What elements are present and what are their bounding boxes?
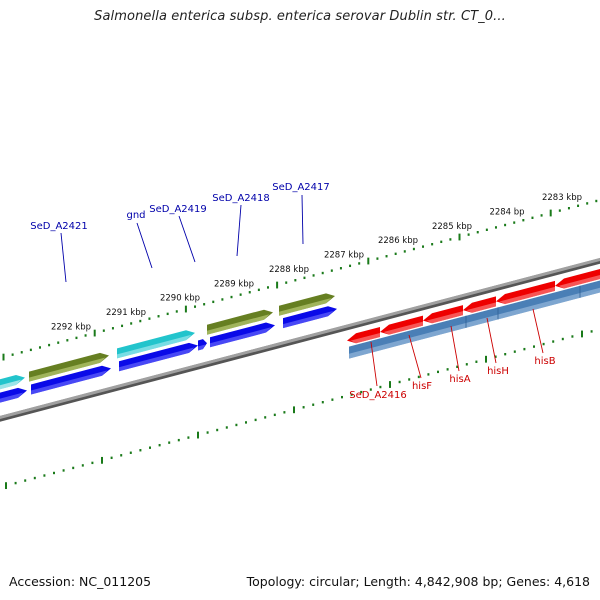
gene-SeD_A2419[interactable] xyxy=(119,342,198,372)
scale-label: 2287 kbp xyxy=(324,250,364,260)
genome-summary-text: Topology: circular; Length: 4,842,908 bp… xyxy=(246,574,590,589)
scale-label: 2289 kbp xyxy=(214,279,254,289)
gene-hisA-highlight xyxy=(426,311,463,324)
gene-hisH-shape[interactable] xyxy=(463,296,496,313)
leader-SeD_A2421 xyxy=(60,232,67,283)
gene-cyan-left-highlight xyxy=(0,379,22,390)
gene-hisA-shape[interactable] xyxy=(423,305,463,324)
gene-label-hisA[interactable]: hisA xyxy=(449,374,470,385)
scale-label: 2285 kbp xyxy=(432,222,472,232)
operon-bar[interactable] xyxy=(349,280,600,359)
gene-blue-small-highlight xyxy=(198,344,206,351)
leader-hisA xyxy=(450,325,460,372)
gene-SeD_A2419-highlight xyxy=(119,347,195,372)
leader-SeD_A2419 xyxy=(178,215,196,263)
gene-hisB[interactable] xyxy=(496,280,555,305)
gene-hisB-shape[interactable] xyxy=(496,280,555,305)
gene-SeD_A2418-highlight xyxy=(207,314,270,335)
gene-label-SeD_A2416[interactable]: SeD_A2416 xyxy=(349,390,407,401)
gene-hisC[interactable] xyxy=(555,266,600,289)
leader-SeD_A2416 xyxy=(370,341,378,387)
genome-backbone xyxy=(0,257,600,422)
gene-gnd-highlight xyxy=(117,334,192,359)
gene-hisF[interactable] xyxy=(380,315,423,335)
gene-blue-left-highlight xyxy=(0,392,24,403)
accession-text: Accession: NC_011205 xyxy=(9,574,152,589)
gene-hisC-shape[interactable] xyxy=(555,266,600,289)
leader-gnd xyxy=(136,222,153,269)
gene-features[interactable] xyxy=(0,266,600,405)
label-leader-lines xyxy=(60,194,544,387)
gene-hisH-highlight xyxy=(466,302,496,313)
gene-hisF-highlight xyxy=(383,321,423,335)
gene-label-SeD_A2421[interactable]: SeD_A2421 xyxy=(30,221,88,232)
gene-label-hisB[interactable]: hisB xyxy=(534,356,555,367)
gene-hisC-highlight xyxy=(558,275,600,289)
gene-hisI-highlight xyxy=(350,332,380,344)
scale-label: 2283 kbp xyxy=(542,193,582,203)
scale-label: 2284 bp xyxy=(489,208,524,218)
gene-blue-2[interactable] xyxy=(31,365,111,395)
scale-label: 2288 kbp xyxy=(269,265,309,275)
operon-bar-highlight xyxy=(349,287,600,359)
leader-SeD_A2418 xyxy=(236,204,242,257)
leader-hisB xyxy=(532,308,544,354)
gene-label-hisH[interactable]: hisH xyxy=(487,366,509,377)
scale-label: 2286 kbp xyxy=(378,236,418,246)
backbone-line xyxy=(0,257,600,419)
gene-hisH[interactable] xyxy=(463,296,496,313)
gene-SeD_A2417[interactable] xyxy=(279,293,335,316)
gene-hisA[interactable] xyxy=(423,305,463,324)
scale-label: 2291 kbp xyxy=(106,308,146,318)
gene-SeD_A2417-highlight xyxy=(279,297,332,316)
gene-blue-2-highlight xyxy=(31,370,108,395)
gene-SeD_A2421[interactable] xyxy=(29,352,109,382)
gene-hisB-highlight xyxy=(499,286,555,305)
gene-label-SeD_A2419[interactable]: SeD_A2419 xyxy=(149,204,207,215)
gene-blue-5[interactable] xyxy=(283,306,337,329)
leader-SeD_A2417 xyxy=(301,194,304,245)
gene-hisI-shape[interactable] xyxy=(347,326,380,344)
scale-label: 2290 kbp xyxy=(160,294,200,304)
gene-label-hisF[interactable]: hisF xyxy=(412,381,432,392)
leader-hisH xyxy=(486,317,497,364)
scale-labels: 2292 kbp 2291 kbp 2290 kbp 2289 kbp 2288 kbp… xyxy=(51,193,582,332)
gene-label-SeD_A2418[interactable]: SeD_A2418 xyxy=(212,193,270,204)
gene-SeD_A2418[interactable] xyxy=(207,309,273,335)
gene-blue-4-highlight xyxy=(210,327,272,348)
outer-tick-ring xyxy=(2,199,598,361)
leader-hisF xyxy=(408,334,422,379)
scale-label: 2292 kbp xyxy=(51,322,91,332)
gene-blue-left[interactable] xyxy=(0,387,27,405)
gene-hisI[interactable] xyxy=(347,326,380,344)
gene-blue-4[interactable] xyxy=(210,322,275,348)
gene-blue-5-highlight xyxy=(283,310,334,329)
gene-blue-small[interactable] xyxy=(198,339,207,351)
gene-cyan-left[interactable] xyxy=(0,374,25,392)
gene-gnd[interactable] xyxy=(117,330,195,359)
inner-tick-ring xyxy=(5,330,593,490)
gene-SeD_A2421-highlight xyxy=(29,357,106,382)
gene-label-gnd[interactable]: gnd xyxy=(126,210,145,221)
gene-label-SeD_A2417[interactable]: SeD_A2417 xyxy=(272,182,330,193)
gene-hisF-shape[interactable] xyxy=(380,315,423,335)
map-title: Salmonella enterica subsp. enterica sero… xyxy=(94,9,506,24)
